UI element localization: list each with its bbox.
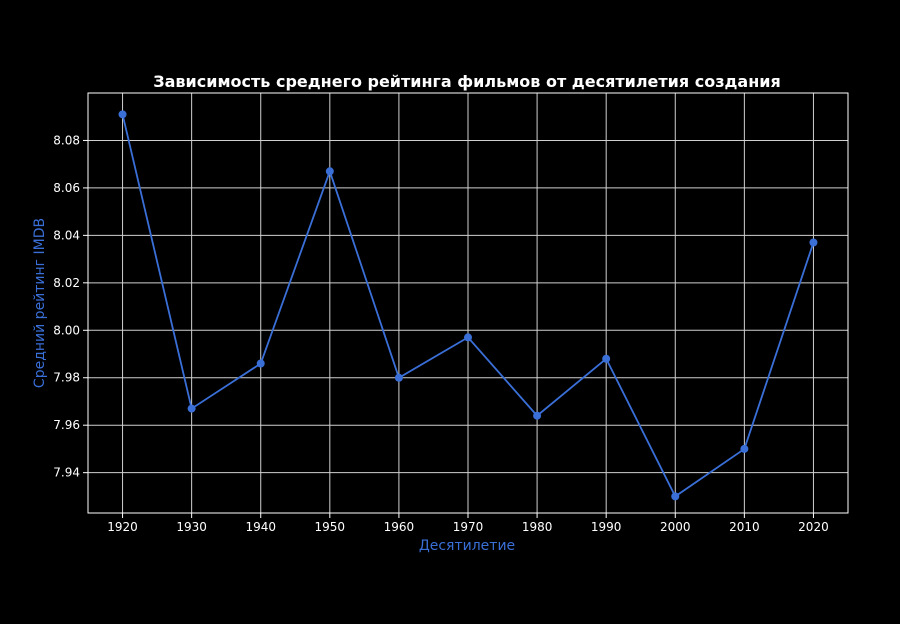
x-tick-label: 2010 [729, 520, 760, 534]
x-tick-label: 1970 [453, 520, 484, 534]
y-tick-label: 8.08 [53, 133, 80, 147]
y-tick-label: 8.00 [53, 323, 80, 337]
x-tick-label: 1940 [245, 520, 276, 534]
y-axis-ticks: 7.94 7.96 7.98 8.00 8.02 8.04 8.06 8.08 [53, 133, 88, 480]
y-tick-label: 8.04 [53, 228, 80, 242]
data-point [671, 492, 680, 501]
data-point [533, 411, 542, 420]
x-tick-label: 1980 [522, 520, 553, 534]
y-axis-label: Средний рейтинг IMDB [32, 218, 48, 388]
y-tick-label: 7.96 [53, 418, 80, 432]
data-point [394, 373, 403, 382]
x-tick-label: 1950 [315, 520, 346, 534]
chart-title: Зависимость среднего рейтинга фильмов от… [153, 72, 781, 91]
data-point [809, 238, 818, 247]
x-tick-label: 1960 [384, 520, 415, 534]
y-tick-label: 7.98 [53, 371, 80, 385]
x-tick-label: 2000 [660, 520, 691, 534]
data-point [325, 167, 334, 176]
x-tick-label: 1930 [176, 520, 207, 534]
x-axis-ticks: 1920 1930 1940 1950 1960 1970 1980 1990 2000 2010… [107, 513, 829, 534]
x-tick-label: 1990 [591, 520, 622, 534]
data-point [187, 404, 196, 413]
x-tick-label: 1920 [107, 520, 138, 534]
data-series [118, 110, 818, 501]
y-tick-label: 7.94 [53, 466, 80, 480]
y-tick-label: 8.06 [53, 181, 80, 195]
data-point [256, 359, 265, 368]
data-point [464, 333, 472, 342]
grid-lines [88, 93, 848, 513]
x-tick-label: 2020 [798, 520, 829, 534]
data-point [118, 110, 127, 119]
y-tick-label: 8.02 [53, 276, 80, 290]
x-axis-label: Десятилетие [419, 538, 515, 554]
data-point [602, 354, 611, 363]
data-point [740, 444, 749, 453]
